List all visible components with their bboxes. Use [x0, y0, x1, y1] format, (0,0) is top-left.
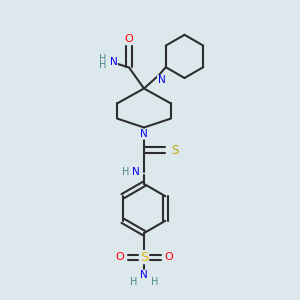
Text: H: H: [151, 277, 158, 287]
Text: S: S: [140, 250, 148, 264]
Text: S: S: [171, 143, 178, 157]
Text: N: N: [158, 75, 165, 85]
Text: O: O: [115, 252, 124, 262]
Text: O: O: [164, 252, 173, 262]
Text: N: N: [110, 57, 117, 67]
Text: N: N: [132, 167, 140, 177]
Text: H: H: [99, 60, 106, 70]
Text: H: H: [122, 167, 129, 177]
Text: O: O: [124, 34, 134, 44]
Text: H: H: [130, 277, 137, 287]
Text: N: N: [140, 129, 148, 139]
Text: H: H: [99, 54, 106, 64]
Text: N: N: [140, 270, 148, 280]
